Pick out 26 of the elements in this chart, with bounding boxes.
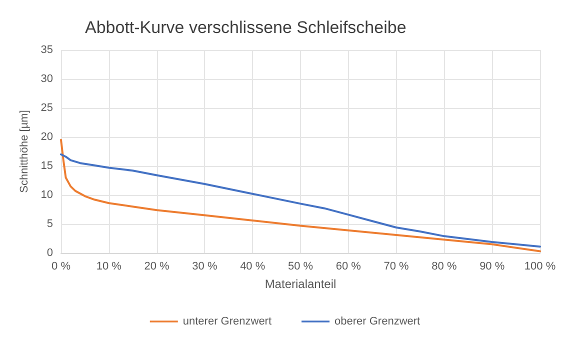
y-tick-label: 15 [40, 160, 53, 172]
chart-title: Abbott-Kurve verschlissene Schleifscheibe [85, 18, 406, 37]
x-tick-label: 40 % [240, 260, 266, 272]
x-axis-title: Materialanteil [264, 277, 336, 291]
line-series [60, 138, 541, 252]
x-tick-label: 90 % [480, 260, 505, 272]
x-tick-label: 50 % [288, 260, 314, 272]
y-tick-label: 30 [40, 73, 53, 85]
legend-label: unterer Grenzwert [182, 316, 272, 328]
y-tick-label: 5 [46, 218, 53, 230]
y-tick-label: 20 [40, 131, 53, 143]
x-tick-label: 80 % [432, 260, 457, 272]
x-tick-label: 100 % [524, 260, 556, 272]
y-tick-label: 0 [46, 247, 53, 259]
line-series [60, 153, 541, 248]
x-tick-label: 20 % [144, 260, 170, 272]
x-tick-label: 60 % [336, 260, 362, 272]
y-tick-label: 10 [40, 189, 53, 201]
y-tick-label: 35 [40, 44, 53, 56]
y-tick-label: 25 [40, 102, 53, 114]
x-tick-label: 70 % [384, 260, 410, 272]
y-axis-title: Schnitthöhe [µm] [18, 110, 30, 193]
legend-label: oberer Grenzwert [334, 316, 420, 328]
x-tick-label: 10 % [96, 260, 122, 272]
x-tick-label: 30 % [192, 260, 218, 272]
x-tick-label: 0 % [52, 260, 71, 272]
